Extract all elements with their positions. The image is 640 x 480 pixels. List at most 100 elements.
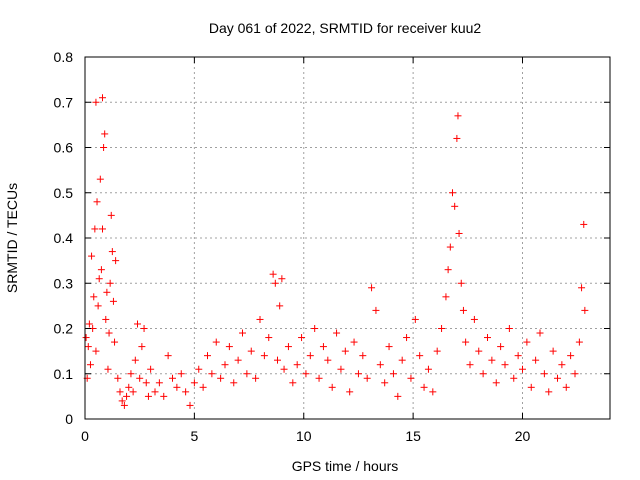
data-point [138,343,146,351]
data-point [97,266,105,274]
data-point [536,329,544,337]
data-point [532,356,540,364]
data-point [160,392,168,400]
y-tick-label: 0.1 [54,366,74,382]
data-point [182,388,190,396]
data-point [293,361,301,369]
data-point [131,356,139,364]
data-point [403,334,411,342]
data-point [484,334,491,342]
data-point [147,365,155,373]
data-point [341,347,349,355]
data-point [549,347,557,355]
data-point [558,361,566,369]
data-point [239,329,246,337]
data-point [274,356,281,364]
data-point [120,401,128,409]
data-point [479,370,487,378]
data-point [269,270,277,278]
data-point [319,343,327,351]
data-point [407,374,415,382]
data-point [453,134,461,142]
data-point [99,94,106,102]
data-point [446,243,454,251]
data-point [177,370,185,378]
data-point [306,352,314,360]
data-point [376,361,384,369]
data-point [105,329,113,337]
data-point [350,338,358,346]
data-point [107,211,115,219]
data-point [462,338,470,346]
data-point [155,379,163,387]
data-point [278,275,286,283]
data-point [204,352,211,360]
data-point [186,401,194,409]
data-point [109,297,117,305]
data-point [424,365,432,373]
data-point [454,112,462,120]
x-tick-label: 5 [190,428,198,444]
data-point [276,302,284,310]
y-tick-label: 0.5 [54,185,74,201]
data-point [91,225,99,233]
data-point [581,306,589,314]
data-point [221,361,229,369]
data-point [381,379,389,387]
data-point [416,352,424,360]
data-point [93,198,101,206]
data-point [315,374,323,382]
data-point [372,306,380,314]
data-point [100,144,108,151]
data-point [527,383,535,391]
data-point [311,325,319,332]
data-point [260,352,268,360]
data-point [442,293,450,301]
data-point [134,320,141,328]
data-point [212,338,220,346]
chart-title: Day 061 of 2022, SRMTID for receiver kuu… [209,20,482,36]
data-point [265,334,273,342]
data-point [562,383,570,391]
data-point [140,325,148,332]
data-point [169,374,176,382]
data-point [578,284,586,292]
data-point [225,343,233,351]
data-point [217,374,225,382]
data-point [438,325,446,332]
data-point [455,229,463,237]
data-point [324,356,332,364]
data-point [429,388,437,396]
data-point [523,338,531,346]
data-point [92,98,100,106]
data-point [411,315,419,323]
data-point [540,370,548,378]
data-point [129,388,137,396]
data-point [475,347,483,355]
data-point [368,284,376,292]
x-tick-label: 0 [81,428,89,444]
y-tick-label: 0.8 [54,49,74,65]
data-point [449,189,456,197]
data-point [173,383,181,391]
data-point [127,370,135,378]
data-point [195,365,203,373]
data-point [256,315,264,323]
data-point [108,248,116,256]
data-point [234,356,242,364]
data-point [284,343,292,351]
data-point [101,130,109,138]
data-point [389,370,397,378]
y-axis-label: SRMTID / TECUs [4,183,20,293]
y-tick-label: 0.6 [54,140,74,156]
y-tick-label: 0.3 [54,275,74,291]
data-point [497,343,505,351]
data-point [459,306,467,314]
data-point [95,275,103,283]
data-point [398,356,406,364]
axis-ticks: 0 0.1 0.2 0.3 0.4 0.5 0.6 0.7 0.8 0 5 10 15 20 [54,49,610,444]
data-point [466,361,474,369]
data-point [289,379,297,387]
data-point [136,374,144,382]
y-tick-label: 0 [65,411,73,427]
